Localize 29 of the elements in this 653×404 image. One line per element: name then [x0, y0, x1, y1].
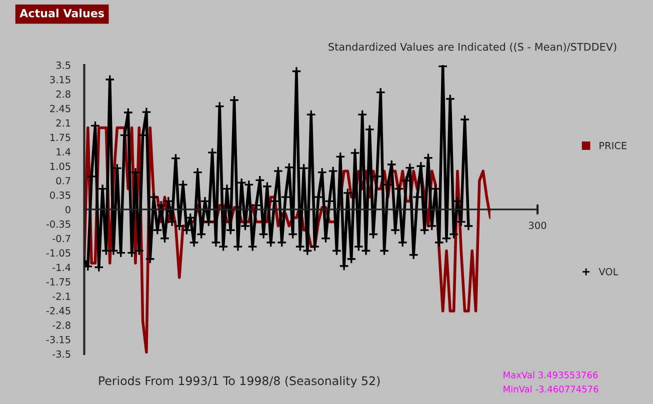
text: MaxVal 3.493553766	[504, 371, 598, 378]
legend-label: PRICE	[600, 142, 626, 150]
y-tick-label: -1.05	[46, 249, 70, 257]
y-tick-label: -2.8	[52, 321, 70, 329]
y-tick-label: -3.15	[46, 336, 70, 344]
y-tick-label: 1.4	[56, 148, 70, 156]
text: 300	[528, 222, 546, 230]
legend-label: VOL	[598, 268, 618, 276]
y-tick-label: -2.1	[52, 292, 70, 300]
y-tick-label: -0.7	[52, 234, 70, 242]
y-tick-label: -2.45	[46, 307, 70, 314]
y-tick-label: 1.05	[50, 162, 70, 170]
y-tick-label: 0.7	[56, 177, 70, 184]
y-tick-label: 0.35	[50, 192, 70, 199]
text: MinVal -3.460774576	[504, 385, 598, 392]
y-tick-label: 1.75	[50, 134, 70, 142]
y-tick-label: -1.75	[46, 278, 70, 286]
y-tick-label: 3.5	[56, 62, 70, 69]
chart-subtitle: Standardized Values are Indicated ((S - Mean)/STDDEV)	[328, 42, 616, 52]
y-tick-label: -3.5	[52, 350, 70, 358]
text: Periods From 1993/1 To 1998/8 (Seasonality 52)	[99, 376, 380, 388]
y-tick-label: 2.1	[56, 119, 70, 127]
y-tick-label: 2.45	[50, 104, 70, 112]
y-tick-label: 2.8	[56, 90, 70, 98]
y-tick-label: 0	[66, 206, 70, 214]
chart-title: Actual Values	[20, 8, 104, 18]
y-tick-label: -0.35	[46, 220, 70, 228]
y-tick-label: -1.4	[52, 264, 70, 271]
y-tick-label: 3.15	[50, 76, 70, 84]
